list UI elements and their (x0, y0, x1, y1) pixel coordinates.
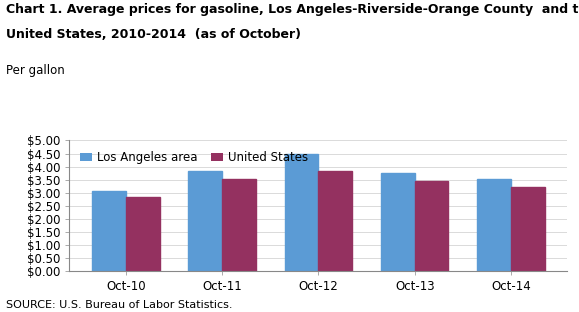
Text: Chart 1. Average prices for gasoline, Los Angeles-Riverside-Orange County  and t: Chart 1. Average prices for gasoline, Lo… (6, 3, 579, 16)
Text: Per gallon: Per gallon (6, 64, 64, 77)
Bar (415, 181, 449, 271)
Text: SOURCE: U.S. Bureau of Labor Statistics.: SOURCE: U.S. Bureau of Labor Statistics. (6, 300, 232, 310)
Bar (188, 171, 222, 271)
Bar (126, 197, 160, 271)
Text: United States, 2010-2014  (as of October): United States, 2010-2014 (as of October) (6, 28, 301, 41)
Bar (285, 154, 318, 271)
Bar (222, 179, 256, 271)
Bar (477, 179, 511, 271)
Bar (92, 191, 126, 271)
Bar (381, 173, 415, 271)
Bar (511, 187, 545, 271)
Bar (318, 171, 352, 271)
Legend: Los Angeles area, United States: Los Angeles area, United States (75, 146, 313, 169)
